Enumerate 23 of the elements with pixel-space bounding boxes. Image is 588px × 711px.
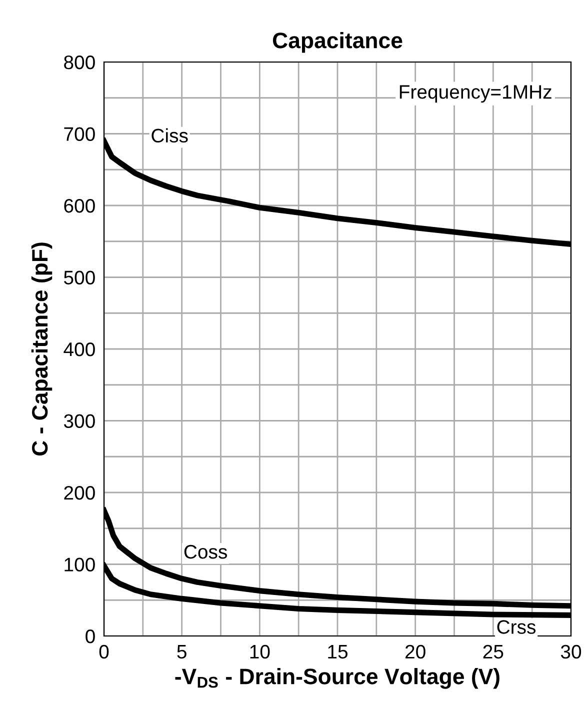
chart-title: Capacitance xyxy=(272,32,402,53)
series-label: Coss xyxy=(184,544,227,559)
y-tick-label: 800 xyxy=(64,55,95,70)
x-tick-label: 10 xyxy=(250,644,270,659)
y-tick-label: 400 xyxy=(64,342,95,356)
x-axis-title: -V$_{DS}$ - Drain-Source Voltage (V) xyxy=(175,668,500,689)
x-tick-label: 25 xyxy=(483,644,504,659)
y-tick-label: 700 xyxy=(64,127,95,141)
annotation: Frequency=1MHz xyxy=(400,85,552,103)
y-tick-label: 0 xyxy=(86,629,95,644)
x-tick-label: 30 xyxy=(560,644,582,659)
x-tick-label: 5 xyxy=(177,645,186,659)
y-tick-label: 500 xyxy=(64,270,95,284)
y-tick-label: 100 xyxy=(64,558,95,572)
x-tick-label: 20 xyxy=(406,644,426,659)
y-tick-label: 300 xyxy=(64,414,95,428)
series-label: Ciss xyxy=(152,128,188,143)
x-tick-label: 15 xyxy=(328,645,348,659)
y-axis-title: C - Capacitance (pF) xyxy=(31,242,52,456)
y-tick-label: 600 xyxy=(64,198,95,213)
y-tick-label: 200 xyxy=(64,486,95,500)
series-label: Crss xyxy=(497,620,536,634)
x-tick-label: 0 xyxy=(99,644,109,659)
